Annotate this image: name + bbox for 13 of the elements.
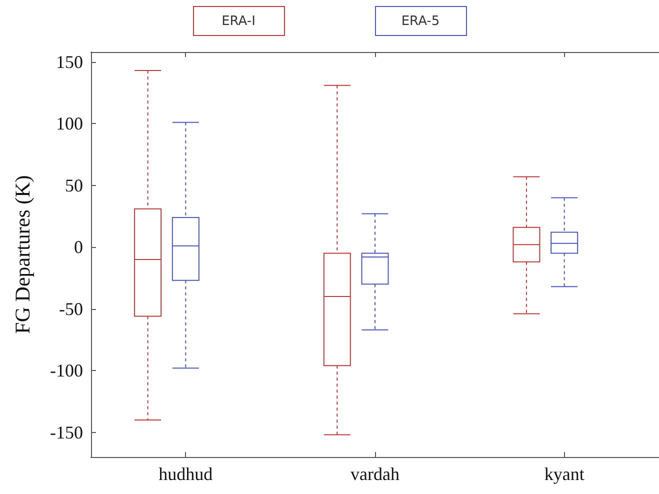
- x-tick-label: vardah: [350, 464, 400, 484]
- x-tick-label: kyant: [544, 464, 584, 484]
- text: ERA-I: [192, 6, 284, 36]
- y-tick-label: -100: [50, 360, 83, 381]
- text: ERA-5: [374, 6, 466, 36]
- y-tick-label: 0: [74, 237, 83, 258]
- y-tick-label: 150: [56, 52, 83, 72]
- x-tick-label: hudhud: [158, 464, 213, 484]
- y-tick-label: 100: [56, 114, 83, 134]
- y-tick-label: -150: [50, 422, 83, 442]
- y-tick-label: 50: [65, 175, 83, 196]
- y-axis-title: FG Departures (K): [10, 175, 34, 334]
- y-tick-label: -50: [59, 298, 83, 319]
